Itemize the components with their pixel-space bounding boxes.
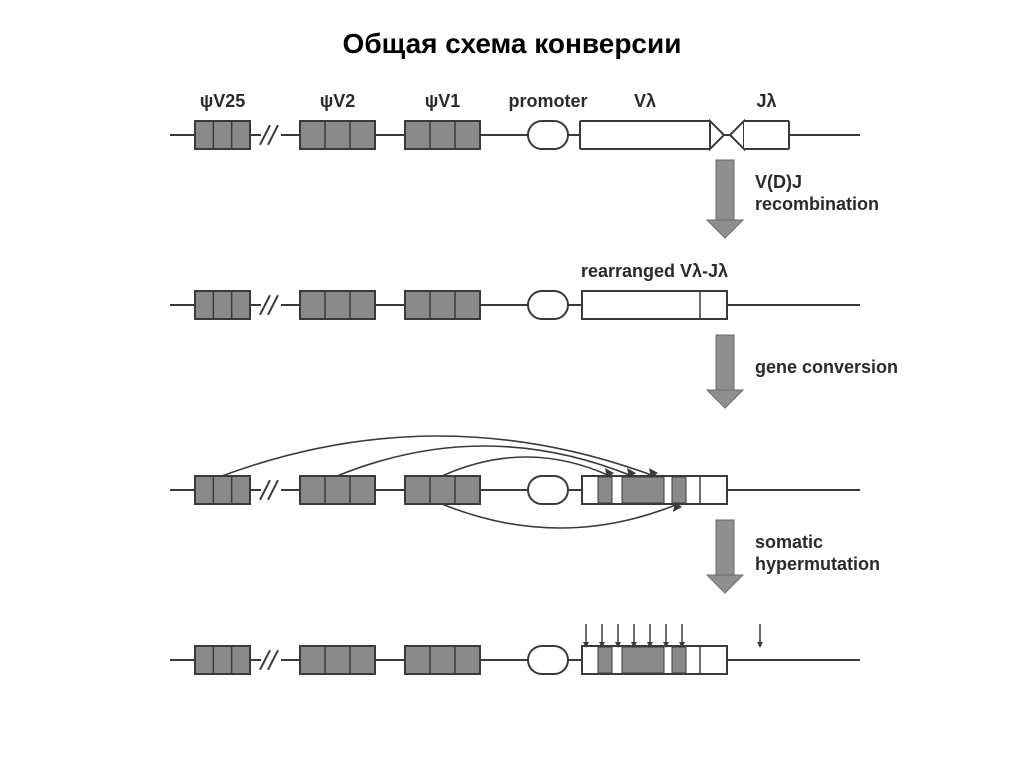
svg-text:hypermutation: hypermutation <box>755 554 880 574</box>
svg-text:promoter: promoter <box>508 91 587 111</box>
svg-text:ψV2: ψV2 <box>320 91 356 111</box>
svg-text:somatic: somatic <box>755 532 823 552</box>
svg-text:gene conversion: gene conversion <box>755 357 898 377</box>
svg-text:ψV25: ψV25 <box>200 91 246 111</box>
svg-text:Jλ: Jλ <box>756 91 776 111</box>
page-title: Общая схема конверсии <box>0 0 1024 60</box>
svg-text:ψV1: ψV1 <box>425 91 461 111</box>
svg-text:Vλ: Vλ <box>634 91 656 111</box>
svg-text:V(D)J: V(D)J <box>755 172 802 192</box>
svg-text:rearranged Vλ-Jλ: rearranged Vλ-Jλ <box>581 261 728 281</box>
svg-text:recombination: recombination <box>755 194 879 214</box>
diagram-canvas: ψV25 ψV2 ψV1 promoter Vλ Jλ rearranged Vλ-Jλ V(… <box>0 60 1024 760</box>
